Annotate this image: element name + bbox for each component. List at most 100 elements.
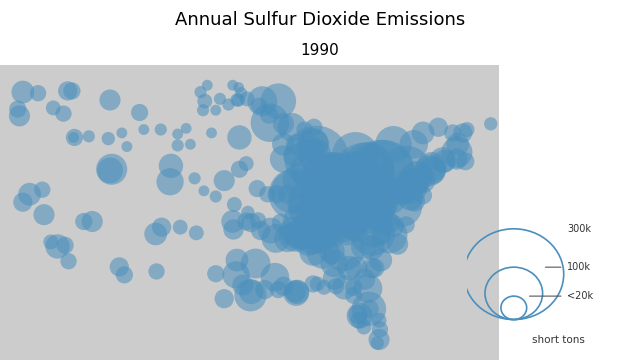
- Point: [260, 287, 270, 292]
- Point: [405, 195, 415, 201]
- Point: [14, 113, 24, 119]
- Point: [308, 124, 319, 130]
- Point: [363, 285, 373, 291]
- Point: [358, 244, 369, 249]
- Point: [331, 206, 341, 212]
- Point: [374, 220, 384, 225]
- Point: [437, 157, 447, 163]
- Point: [405, 183, 415, 189]
- Point: [157, 224, 167, 230]
- Point: [388, 141, 399, 147]
- Point: [364, 306, 374, 312]
- Point: [329, 261, 339, 266]
- Point: [339, 284, 349, 290]
- Point: [287, 189, 297, 195]
- Text: short tons: short tons: [532, 335, 585, 345]
- Point: [308, 193, 318, 198]
- Point: [326, 248, 337, 254]
- Point: [384, 220, 394, 225]
- Point: [308, 140, 319, 146]
- Point: [24, 192, 35, 197]
- Point: [264, 112, 274, 118]
- Point: [58, 111, 68, 117]
- Point: [447, 130, 458, 136]
- Point: [418, 193, 428, 198]
- Point: [228, 82, 238, 88]
- Point: [350, 153, 360, 158]
- Point: [234, 135, 244, 140]
- Point: [246, 220, 257, 225]
- Point: [358, 171, 369, 177]
- Point: [255, 228, 266, 233]
- Point: [300, 127, 310, 132]
- Point: [271, 192, 282, 197]
- Point: [311, 155, 321, 161]
- Point: [173, 143, 183, 148]
- Point: [304, 147, 314, 153]
- Point: [350, 175, 360, 181]
- Point: [337, 186, 348, 192]
- Point: [234, 85, 244, 90]
- Point: [304, 167, 314, 173]
- Point: [397, 204, 407, 210]
- Point: [312, 202, 323, 207]
- Point: [200, 98, 210, 104]
- Text: Annual Sulfur Dioxide Emissions: Annual Sulfur Dioxide Emissions: [175, 11, 465, 29]
- Point: [351, 265, 362, 271]
- Point: [63, 88, 73, 94]
- Point: [384, 195, 394, 201]
- Point: [68, 135, 79, 140]
- Point: [87, 219, 97, 224]
- Point: [84, 134, 94, 139]
- Point: [329, 275, 339, 281]
- Point: [426, 164, 436, 170]
- Point: [291, 231, 301, 237]
- Point: [107, 166, 117, 172]
- Point: [362, 213, 372, 219]
- Point: [242, 96, 252, 102]
- Point: [270, 274, 280, 280]
- Point: [365, 306, 375, 312]
- Point: [337, 214, 348, 220]
- Point: [452, 149, 462, 155]
- Point: [215, 96, 225, 102]
- Point: [63, 258, 74, 264]
- Point: [18, 199, 28, 205]
- Point: [228, 219, 238, 224]
- Point: [300, 221, 310, 227]
- Point: [367, 230, 378, 236]
- Point: [328, 232, 338, 238]
- Text: 100k: 100k: [567, 262, 591, 272]
- Point: [48, 105, 58, 111]
- Point: [452, 141, 463, 147]
- Point: [13, 106, 23, 112]
- Point: [318, 249, 328, 255]
- Point: [295, 231, 305, 237]
- Point: [397, 187, 407, 193]
- Point: [266, 228, 276, 233]
- Point: [294, 202, 305, 207]
- Point: [246, 289, 257, 295]
- Point: [219, 178, 229, 184]
- Point: [361, 217, 371, 223]
- Point: [166, 163, 176, 169]
- Point: [301, 215, 312, 221]
- Point: [116, 130, 127, 136]
- Point: [376, 257, 386, 263]
- Point: [413, 181, 424, 187]
- Point: [331, 283, 341, 289]
- Point: [245, 292, 255, 298]
- Point: [342, 215, 353, 221]
- Point: [384, 232, 394, 238]
- Point: [358, 324, 369, 330]
- Point: [236, 90, 246, 96]
- Point: [103, 136, 113, 141]
- Point: [360, 276, 370, 282]
- Point: [410, 198, 420, 204]
- Point: [323, 219, 333, 224]
- Point: [173, 131, 183, 137]
- Point: [289, 231, 300, 237]
- Point: [199, 188, 209, 194]
- Point: [362, 194, 372, 199]
- Point: [355, 201, 365, 206]
